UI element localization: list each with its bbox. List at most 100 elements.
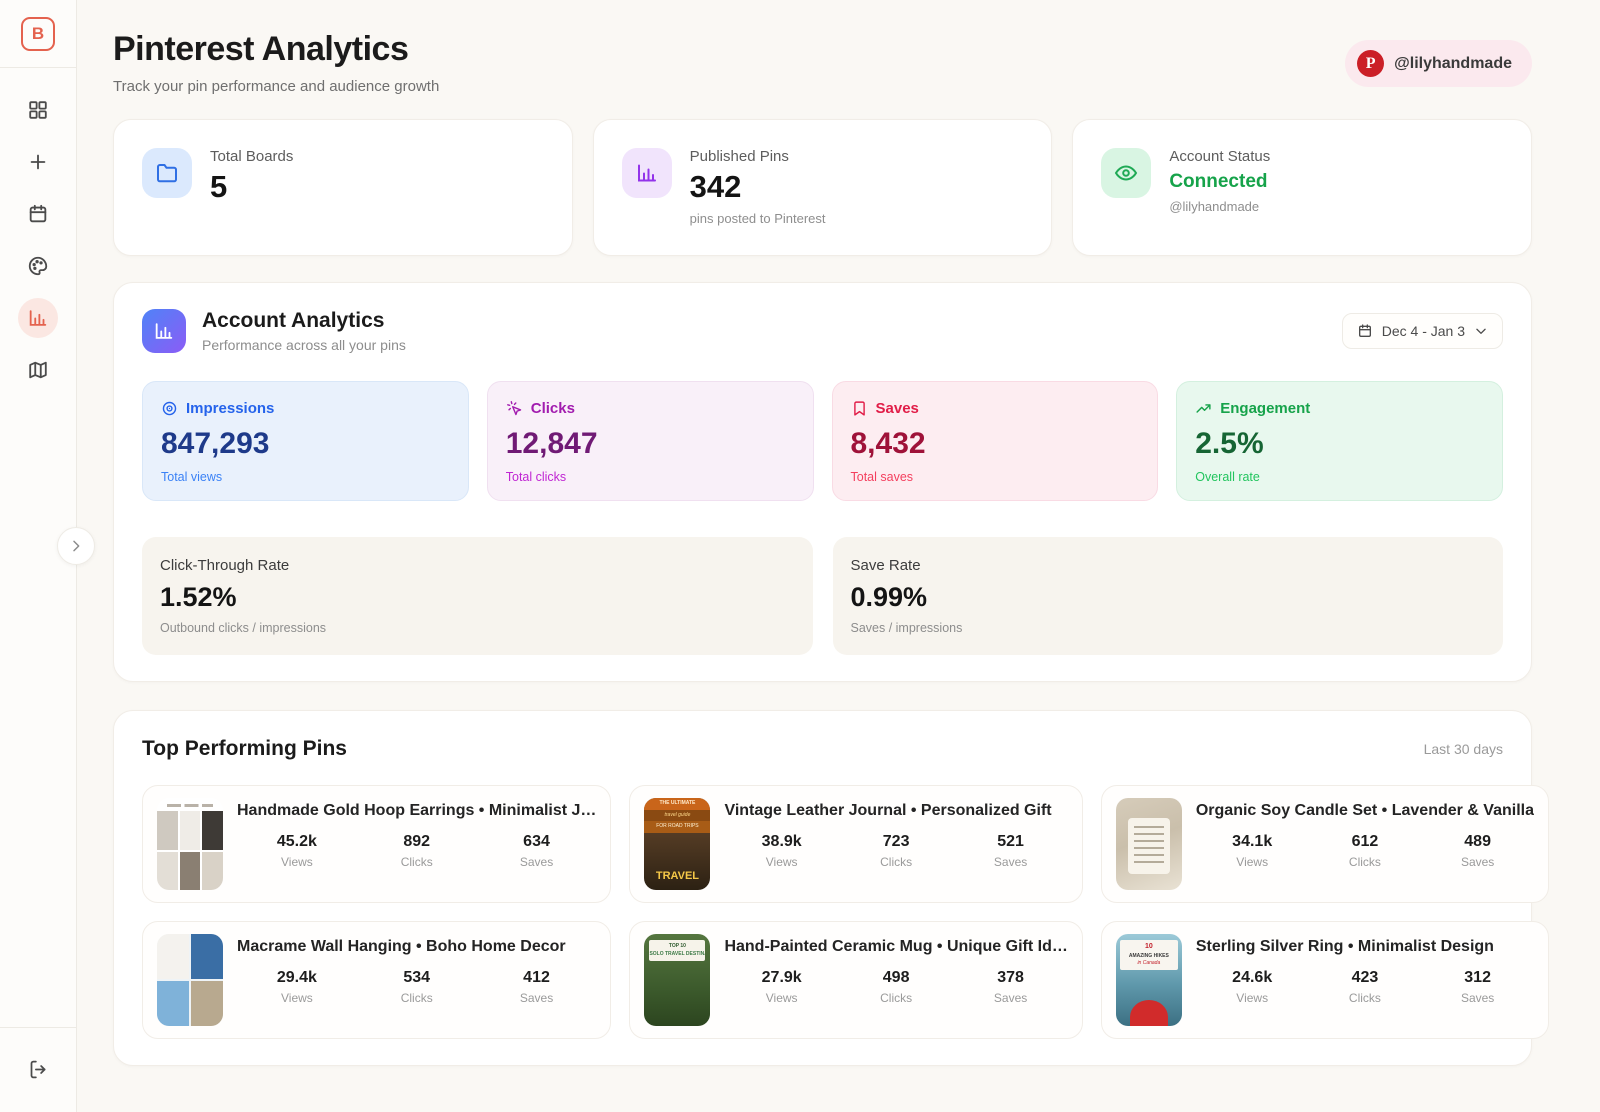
pin-thumbnail	[157, 934, 223, 1026]
pin-thumbnail: THE ULTIMATE travel guide FOR ROAD TRIPS…	[644, 798, 711, 890]
stat-caption: pins posted to Pinterest	[689, 211, 826, 226]
pin-thumbnail: 10 AMAZING HIKES in Canada	[1115, 934, 1182, 1026]
trending-up-icon	[1195, 400, 1212, 417]
rate-value: 1.52%	[160, 582, 237, 612]
main-content: Pinterest Analytics Track your pin perfo…	[77, 0, 1600, 1096]
pin-saves-value: 378	[997, 969, 1024, 986]
pin-views-label: Views	[1236, 991, 1269, 1005]
date-range-selector[interactable]: Dec 4 - Jan 3	[1341, 313, 1503, 349]
calendar-icon	[1357, 323, 1373, 339]
rate-label: Click-Through Rate	[160, 557, 290, 574]
pin-title: Sterling Silver Ring • Minimalist Design	[1195, 938, 1494, 955]
pin-thumb-text: 10	[1144, 943, 1153, 950]
metric-card-impressions: Impressions 847,293 Total views	[142, 381, 469, 501]
metric-caption: Overall rate	[1195, 470, 1260, 484]
pin-card[interactable]: 10 AMAZING HIKES in Canada Sterling Silv…	[1100, 921, 1549, 1039]
map-icon	[27, 359, 49, 381]
pin-thumb-text: in Canada	[1137, 960, 1161, 966]
pin-title: Hand-Painted Ceramic Mug • Unique Gift I…	[724, 938, 1068, 955]
metric-value: 8,432	[850, 427, 926, 460]
pin-thumb-text: travel guide	[644, 809, 711, 821]
page-header: Pinterest Analytics Track your pin perfo…	[113, 30, 1532, 95]
pins-grid: Handmade Gold Hoop Earrings • Minimalist…	[142, 785, 1549, 1039]
chevron-right-icon	[68, 538, 84, 554]
metrics-row: Impressions 847,293 Total views Clicks 1…	[142, 381, 1503, 501]
pin-views-value: 24.6k	[1232, 969, 1273, 986]
pin-views-value: 34.1k	[1232, 833, 1273, 850]
rate-card-ctr: Click-Through Rate 1.52% Outbound clicks…	[142, 537, 813, 655]
top-pins-title: Top Performing Pins	[142, 737, 347, 760]
rate-caption: Outbound clicks / impressions	[160, 621, 327, 635]
stat-card-published-pins: Published Pins 342 pins posted to Pinter…	[592, 119, 1053, 256]
pin-card[interactable]: Handmade Gold Hoop Earrings • Minimalist…	[142, 785, 612, 903]
impressions-eye-icon	[161, 400, 178, 417]
metric-value: 2.5%	[1195, 427, 1264, 460]
stat-label: Published Pins	[689, 148, 789, 165]
stat-label: Total Boards	[210, 148, 294, 165]
pin-card[interactable]: Macrame Wall Hanging • Boho Home Decor 2…	[142, 921, 612, 1039]
bar-chart-icon	[27, 307, 49, 329]
pin-card[interactable]: Organic Soy Candle Set • Lavender & Vani…	[1100, 785, 1549, 903]
sidebar-item-design[interactable]	[18, 246, 58, 286]
pin-card[interactable]: TOP 10 SOLO TRAVEL DESTINATIONS Hand-Pai…	[629, 921, 1083, 1039]
pin-clicks-label: Clicks	[880, 855, 913, 869]
pin-clicks-value: 612	[1351, 833, 1379, 850]
pin-views-value: 29.4k	[276, 969, 317, 986]
pin-clicks-label: Clicks	[1348, 991, 1381, 1005]
pin-views-label: Views	[281, 991, 313, 1005]
pin-saves-value: 521	[997, 833, 1024, 850]
stat-value: 342	[689, 169, 742, 204]
stat-card-total-boards: Total Boards 5	[113, 119, 573, 256]
sidebar-item-dashboard[interactable]	[18, 90, 58, 130]
metric-caption: Total clicks	[505, 470, 567, 484]
page-subtitle: Track your pin performance and audience …	[113, 78, 440, 95]
pin-clicks-value: 534	[403, 969, 431, 986]
stat-value: 5	[210, 169, 228, 204]
rate-caption: Saves / impressions	[850, 621, 963, 635]
rate-card-save-rate: Save Rate 0.99% Saves / impressions	[832, 537, 1503, 655]
pin-clicks-value: 892	[403, 833, 431, 850]
grid-icon	[27, 99, 49, 121]
sidebar-item-map[interactable]	[18, 350, 58, 390]
sidebar-item-analytics[interactable]	[18, 298, 58, 338]
stat-caption: @lilyhandmade	[1169, 199, 1260, 214]
sidebar-item-create[interactable]	[18, 142, 58, 182]
pin-views-value: 27.9k	[761, 969, 802, 986]
top-pins-period: Last 30 days	[1423, 741, 1503, 757]
pin-views-value: 45.2k	[276, 833, 317, 850]
plus-icon	[27, 151, 49, 173]
pin-thumb-text: TRAVEL	[655, 870, 700, 882]
pin-card[interactable]: THE ULTIMATE travel guide FOR ROAD TRIPS…	[629, 785, 1083, 903]
metric-value: 847,293	[161, 427, 270, 460]
logout-button[interactable]	[18, 1049, 58, 1089]
pin-thumb-text: SOLO TRAVEL DESTINATIONS	[649, 950, 705, 957]
pin-views-label: Views	[1236, 855, 1269, 869]
pin-clicks-value: 723	[882, 833, 910, 850]
sidebar-item-calendar[interactable]	[18, 194, 58, 234]
pin-clicks-label: Clicks	[1348, 855, 1381, 869]
stats-row: Total Boards 5 Published Pins 342 pins p…	[113, 119, 1532, 256]
pin-thumb-text: AMAZING HIKES	[1128, 952, 1169, 959]
pin-clicks-value: 498	[882, 969, 910, 986]
pin-saves-label: Saves	[993, 991, 1028, 1005]
rate-value: 0.99%	[850, 582, 928, 612]
pin-saves-label: Saves	[1460, 991, 1495, 1005]
stat-value-connected: Connected	[1169, 171, 1268, 192]
pin-saves-value: 634	[523, 833, 550, 850]
metric-caption: Total saves	[850, 470, 914, 484]
sidebar-nav	[18, 90, 58, 390]
metric-value: 12,847	[505, 427, 598, 460]
metric-card-engagement: Engagement 2.5% Overall rate	[1176, 381, 1503, 501]
pin-thumb-text: FOR ROAD TRIPS	[644, 821, 711, 833]
bookmark-icon	[851, 400, 868, 417]
sidebar-collapse-toggle[interactable]	[57, 527, 95, 565]
metric-card-clicks: Clicks 12,847 Total clicks	[486, 381, 814, 501]
date-range-value: Dec 4 - Jan 3	[1381, 323, 1465, 339]
chevron-down-icon	[1474, 324, 1488, 338]
metric-label: Impressions	[186, 400, 275, 417]
pin-clicks-label: Clicks	[400, 855, 433, 869]
rates-row: Click-Through Rate 1.52% Outbound clicks…	[142, 537, 1503, 655]
pin-thumbnail	[1115, 798, 1182, 890]
account-badge[interactable]: P @lilyhandmade	[1345, 40, 1532, 87]
metric-label: Engagement	[1220, 400, 1311, 417]
